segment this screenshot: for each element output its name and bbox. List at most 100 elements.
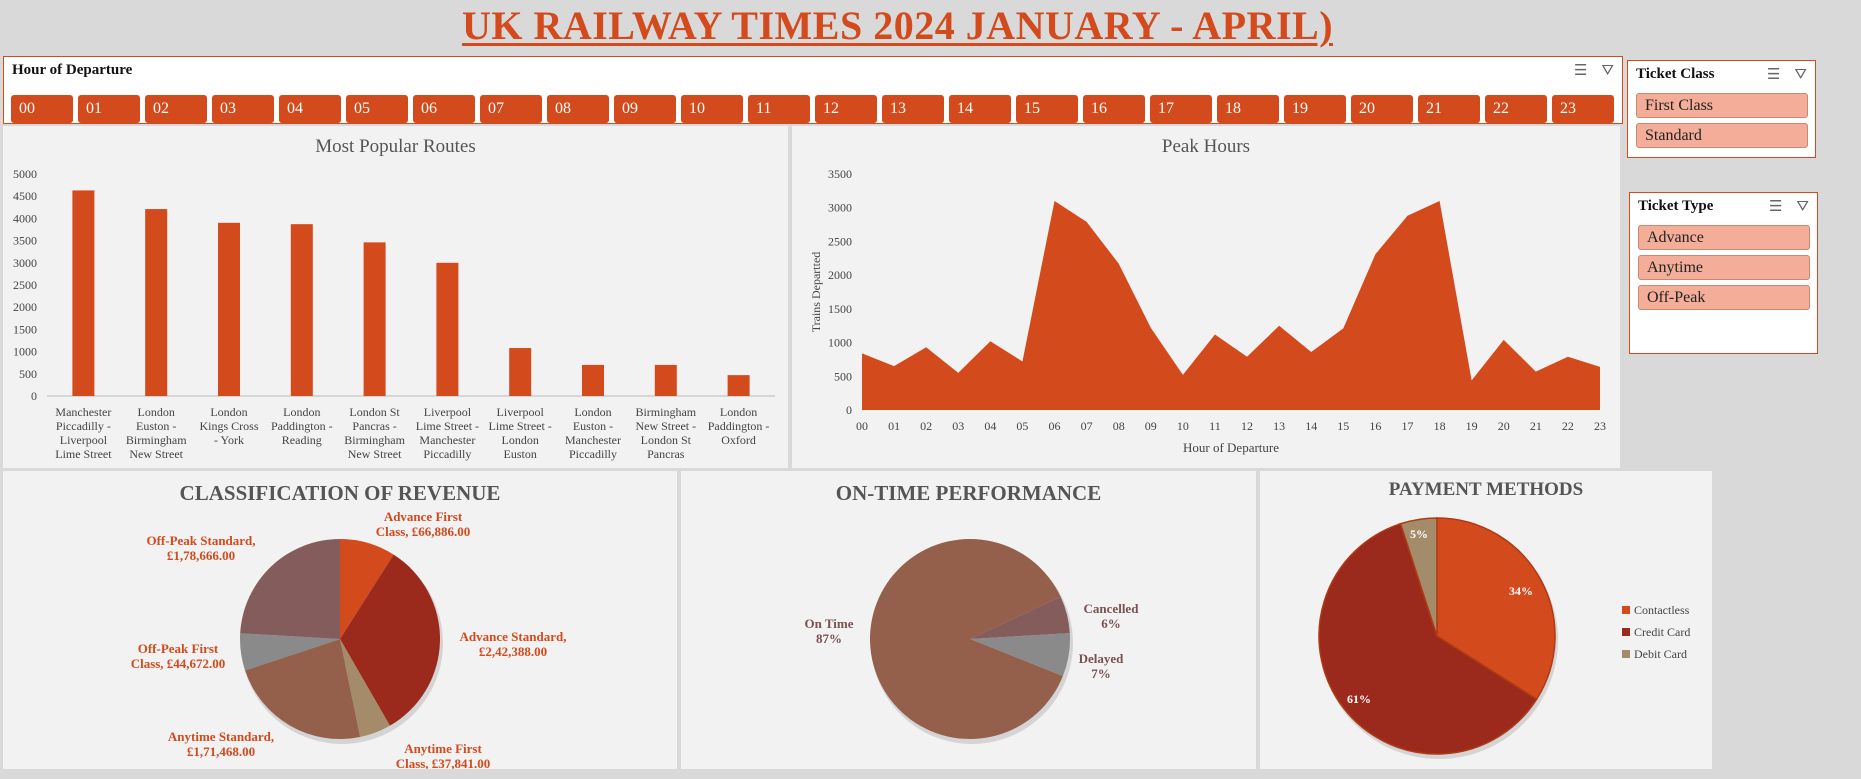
y-tick-label: 4500 [13, 189, 37, 203]
ticket-type-anytime-button[interactable]: Anytime [1638, 255, 1810, 280]
slice-label: Class, £66,886.00 [376, 524, 471, 539]
pie-slice [245, 639, 361, 739]
pie-slice [970, 596, 1070, 639]
hour-button-07[interactable]: 07 [480, 95, 542, 123]
hour-button-17[interactable]: 17 [1150, 95, 1212, 123]
x-tick-label: Birmingham [635, 405, 696, 419]
x-tick-label: New Street - [635, 419, 696, 433]
on-time-performance-panel: ON-TIME PERFORMANCE Cancelled 6% Delayed 7%… [681, 471, 1256, 769]
hour-button-12[interactable]: 12 [815, 95, 877, 123]
x-tick-label: Manchester [565, 433, 621, 447]
x-axis-title: Hour of Departure [1183, 440, 1279, 455]
x-tick-label: 15 [1337, 419, 1349, 433]
x-tick-label: 21 [1530, 419, 1542, 433]
hour-button-22[interactable]: 22 [1485, 95, 1547, 123]
x-tick-label: London St [641, 433, 692, 447]
hour-button-19[interactable]: 19 [1284, 95, 1346, 123]
chart-title: Most Popular Routes [315, 136, 476, 157]
most-popular-routes-panel: Most Popular Routes 0 500 1000 1500 2000 2500… [3, 126, 788, 468]
hour-button-08[interactable]: 08 [547, 95, 609, 123]
hour-button-13[interactable]: 13 [882, 95, 944, 123]
slice-label: On Time [804, 616, 853, 631]
bar [218, 222, 240, 396]
bar [145, 209, 168, 396]
ticket-type-advance-button[interactable]: Advance [1638, 225, 1810, 250]
slice-label: Cancelled [1084, 601, 1140, 616]
hour-of-departure-slicer: Hour of Departure ☰ ⛛ 00 01 02 03 04 05 06 07 08… [3, 56, 1623, 124]
x-tick-label: Birmingham [344, 433, 405, 447]
ticket-class-first-class-button[interactable]: First Class [1636, 93, 1808, 118]
x-tick-label: 11 [1209, 419, 1221, 433]
y-tick-label: 2500 [13, 278, 37, 292]
x-tick-label: London [502, 433, 539, 447]
x-tick-label: 16 [1369, 419, 1381, 433]
legend-swatch [1622, 650, 1630, 658]
x-tick-label: 13 [1273, 419, 1285, 433]
hour-button-14[interactable]: 14 [949, 95, 1011, 123]
ticket-type-off-peak-button[interactable]: Off-Peak [1638, 285, 1810, 310]
hour-button-16[interactable]: 16 [1083, 95, 1145, 123]
x-tick-label: London St [349, 405, 400, 419]
hour-button-04[interactable]: 04 [279, 95, 341, 123]
pie-slice [340, 639, 390, 737]
multi-select-icon[interactable]: ☰ [1768, 197, 1783, 215]
x-tick-label: Lime Street - [489, 419, 552, 433]
x-tick-label: 14 [1305, 419, 1317, 433]
peak-hours-panel: Peak Hours 0 500 1000 1500 2000 2500 3000 3500 0… [792, 126, 1620, 468]
hour-button-11[interactable]: 11 [748, 95, 810, 123]
x-tick-label: 22 [1562, 419, 1574, 433]
x-tick-label: 09 [1145, 419, 1157, 433]
hour-button-06[interactable]: 06 [413, 95, 475, 123]
legend-swatch [1622, 628, 1630, 636]
x-tick-label: 03 [952, 419, 964, 433]
hour-button-05[interactable]: 05 [346, 95, 408, 123]
x-tick-label: 20 [1498, 419, 1510, 433]
hour-button-10[interactable]: 10 [681, 95, 743, 123]
pie-slice [1399, 517, 1438, 637]
x-tick-label: Lime Street - [416, 419, 479, 433]
hour-button-02[interactable]: 02 [145, 95, 207, 123]
y-tick-label: 3000 [828, 201, 852, 215]
slice-label: 34% [1509, 584, 1533, 598]
x-tick-label: London [138, 405, 175, 419]
x-tick-label: 12 [1241, 419, 1253, 433]
multi-select-icon[interactable]: ☰ [1573, 61, 1588, 79]
x-tick-label: Oxford [721, 433, 756, 447]
revenue-classification-panel: CLASSIFICATION OF REVENUE Advance First C… [3, 471, 677, 771]
pie-slice [340, 539, 394, 639]
y-tick-label: 500 [834, 369, 852, 383]
x-tick-label: New Street [129, 447, 183, 461]
clear-filter-icon[interactable]: ⛛ [1794, 65, 1807, 83]
hour-button-21[interactable]: 21 [1418, 95, 1480, 123]
y-tick-label: 1500 [828, 302, 852, 316]
hour-button-01[interactable]: 01 [78, 95, 140, 123]
chart-title: ON-TIME PERFORMANCE [835, 481, 1102, 505]
y-tick-label: 2000 [13, 300, 37, 314]
slice-label: Class, £44,672.00 [131, 656, 226, 671]
y-tick-label: 4000 [13, 211, 37, 225]
most-popular-routes-chart: 0 500 1000 1500 2000 2500 3000 3500 4000 4500 5000… [13, 167, 775, 461]
ticket-class-standard-button[interactable]: Standard [1636, 123, 1808, 148]
peak-hours-chart: 0 500 1000 1500 2000 2500 3000 3500 00 01 02 03 04 05… [809, 167, 1606, 455]
chart-title: PAYMENT METHODS [1388, 479, 1584, 500]
x-tick-label: 04 [984, 419, 996, 433]
page-title: UK RAILWAY TIMES 2024 JANUARY - APRIL) [461, 3, 1334, 48]
slice-label: Anytime First [404, 741, 482, 756]
pie-slice [340, 554, 440, 726]
slice-label: 61% [1347, 692, 1371, 706]
hour-button-00[interactable]: 00 [11, 95, 73, 123]
hour-button-09[interactable]: 09 [614, 95, 676, 123]
x-tick-label: 19 [1466, 419, 1478, 433]
x-tick-label: 18 [1434, 419, 1446, 433]
hour-button-23[interactable]: 23 [1552, 95, 1614, 123]
pie-slice [970, 633, 1070, 677]
multi-select-icon[interactable]: ☰ [1766, 65, 1781, 83]
x-tick-label: London [283, 405, 320, 419]
hour-button-15[interactable]: 15 [1016, 95, 1078, 123]
clear-filter-icon[interactable]: ⛛ [1796, 197, 1809, 215]
hour-button-03[interactable]: 03 [212, 95, 274, 123]
hour-button-20[interactable]: 20 [1351, 95, 1413, 123]
clear-filter-icon[interactable]: ⛛ [1601, 61, 1614, 79]
slice-label: Advance First [384, 509, 463, 524]
hour-button-18[interactable]: 18 [1217, 95, 1279, 123]
